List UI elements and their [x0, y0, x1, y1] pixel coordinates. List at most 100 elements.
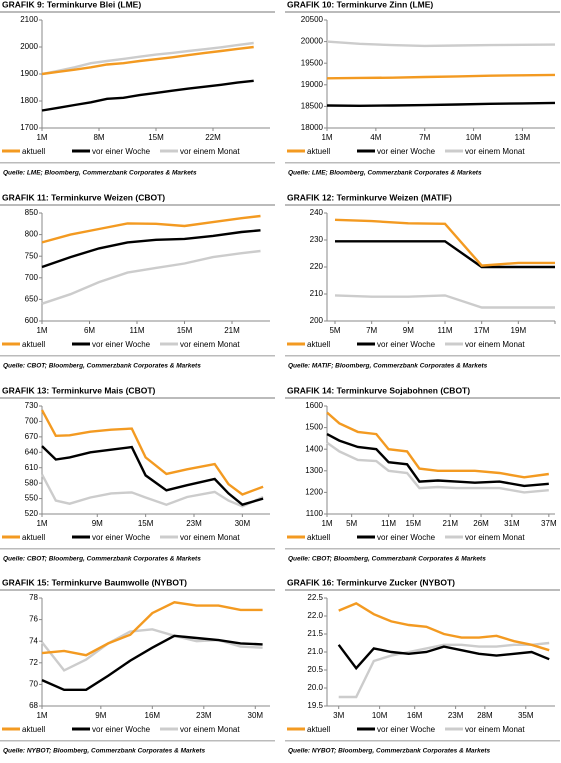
x-tick-label: 21M — [442, 519, 458, 528]
x-tick-label: 1M — [36, 519, 47, 528]
x-tick-label: 30M — [248, 711, 264, 720]
y-tick-label: 640 — [25, 447, 39, 456]
x-tick-label: 11M — [130, 326, 145, 335]
x-tick-label: 1M — [36, 133, 47, 142]
y-tick-label: 68 — [29, 701, 38, 710]
y-tick-label: 19500 — [301, 58, 324, 67]
series-line — [40, 409, 264, 496]
series-line — [41, 214, 261, 244]
x-tick-label: 23M — [448, 711, 464, 720]
x-tick-label: 35M — [518, 711, 534, 720]
series-line — [326, 40, 556, 48]
x-tick-label: 16M — [407, 711, 423, 720]
y-tick-label: 240 — [310, 208, 324, 217]
chart-title: GRAFIK 13: Terminkurve Mais (CBOT) — [2, 385, 156, 395]
source: Quelle: LME; Bloomberg, Commerzbank Corp… — [3, 170, 197, 177]
x-tick-label: 4M — [370, 133, 381, 142]
y-tick-label: 550 — [25, 494, 39, 503]
series-line — [326, 441, 549, 494]
source-rule — [285, 355, 560, 357]
y-tick-label: 22.5 — [307, 593, 323, 602]
series-line — [41, 445, 264, 507]
series-line — [41, 229, 261, 269]
x-tick-label: 19M — [511, 326, 527, 335]
source: Quelle: NYBOT; Bloomberg, Commerzbank Co… — [288, 748, 491, 755]
y-tick-label: 580 — [25, 478, 39, 487]
x-tick-label: 1M — [36, 711, 47, 720]
series-line — [326, 73, 556, 80]
legend-label: aktuell — [307, 725, 330, 734]
x-tick-label: 37M — [541, 519, 557, 528]
x-tick-label: 15M — [138, 519, 154, 528]
chart-title: GRAFIK 10: Terminkurve Zinn (LME) — [287, 0, 433, 9]
legend-label: vor einer Woche — [377, 340, 436, 349]
y-tick-label: 22.0 — [307, 611, 323, 620]
title-rule — [285, 11, 560, 13]
x-tick-label: 31M — [504, 519, 520, 528]
series-line — [40, 473, 264, 508]
series-line — [326, 433, 549, 488]
y-tick-label: 730 — [25, 401, 39, 410]
legend-label: aktuell — [307, 533, 330, 542]
series-line — [337, 644, 550, 671]
legend-label: vor einer Woche — [92, 533, 151, 542]
y-tick-label: 78 — [29, 593, 38, 602]
legend-label: vor einem Monat — [465, 147, 525, 156]
series-line — [41, 79, 254, 112]
y-tick-label: 1800 — [20, 96, 38, 105]
y-tick-label: 18000 — [301, 123, 324, 132]
series-line — [326, 101, 556, 108]
x-tick-label: 8M — [93, 133, 104, 142]
y-tick-label: 750 — [25, 251, 39, 260]
y-tick-label: 210 — [310, 289, 324, 298]
x-tick-label: 23M — [186, 519, 202, 528]
chart-title: GRAFIK 16: Terminkurve Zucker (NYBOT) — [287, 577, 455, 587]
title-rule — [285, 397, 560, 399]
source-rule — [285, 740, 560, 742]
series-line — [41, 601, 263, 657]
source-rule — [0, 740, 275, 742]
y-tick-label: 1500 — [305, 423, 323, 432]
legend-label: vor einem Monat — [180, 533, 240, 542]
series-line — [338, 641, 550, 699]
y-tick-label: 800 — [25, 230, 39, 239]
legend-label: vor einer Woche — [92, 340, 151, 349]
chart-title: GRAFIK 14: Terminkurve Sojabohnen (CBOT) — [287, 385, 470, 395]
x-tick-label: 1M — [321, 133, 332, 142]
legend-label: aktuell — [307, 340, 330, 349]
x-tick-label: 9M — [95, 711, 106, 720]
x-tick-label: 7M — [366, 326, 377, 335]
x-tick-label: 15M — [405, 519, 421, 528]
y-tick-label: 1300 — [305, 466, 323, 475]
y-tick-label: 670 — [25, 432, 39, 441]
source: Quelle: CBOT; Bloomberg, Commerzbank Cor… — [288, 556, 486, 563]
series-line — [334, 218, 555, 267]
y-tick-label: 74 — [29, 636, 38, 645]
y-tick-label: 1900 — [20, 69, 38, 78]
y-tick-label: 20000 — [301, 37, 324, 46]
y-tick-label: 1100 — [306, 509, 324, 518]
source: Quelle: CBOT; Bloomberg, Commerzbank Cor… — [3, 363, 201, 370]
y-tick-label: 76 — [29, 615, 38, 624]
x-tick-label: 11M — [438, 326, 453, 335]
y-tick-label: 600 — [25, 316, 39, 325]
x-tick-label: 13M — [515, 133, 531, 142]
source: Quelle: NYBOT; Bloomberg, Commerzbank Co… — [3, 748, 206, 755]
series-line — [326, 411, 549, 479]
x-tick-label: 1M — [321, 519, 332, 528]
x-tick-label: 28M — [477, 711, 493, 720]
legend-label: aktuell — [22, 533, 45, 542]
y-tick-label: 20.0 — [307, 683, 323, 692]
chart-title: GRAFIK 11: Terminkurve Weizen (CBOT) — [2, 192, 165, 202]
series-line — [334, 294, 555, 309]
chart-title: GRAFIK 9: Terminkurve Blei (LME) — [2, 0, 141, 9]
x-tick-label: 22M — [205, 133, 221, 142]
x-tick-label: 16M — [145, 711, 161, 720]
legend-label: aktuell — [22, 147, 45, 156]
x-tick-label: 1M — [36, 326, 47, 335]
x-tick-label: 7M — [419, 133, 430, 142]
chart-title: GRAFIK 12: Terminkurve Weizen (MATIF) — [287, 192, 452, 202]
source-rule — [285, 548, 560, 550]
y-tick-label: 2100 — [20, 15, 38, 24]
